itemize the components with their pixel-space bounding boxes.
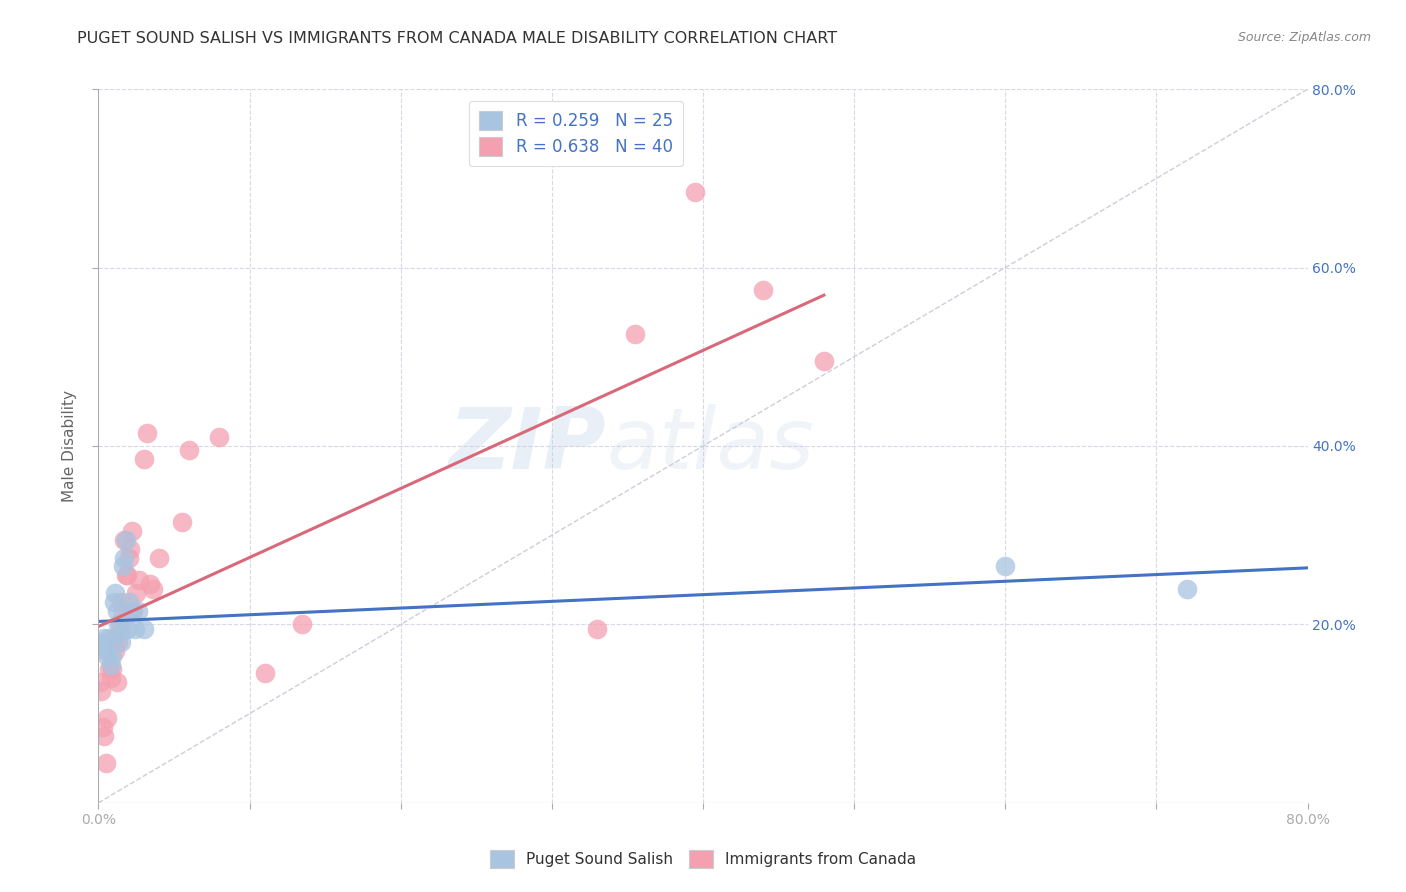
Point [1175, 582, 1198, 596]
Point [135, 425, 157, 440]
Point [107, 635, 129, 649]
Point [813, 354, 835, 368]
Point [115, 568, 138, 582]
Point [120, 541, 142, 556]
Point [91, 720, 114, 734]
Point [107, 617, 129, 632]
Point [89, 675, 111, 690]
Point [128, 573, 150, 587]
Point [132, 452, 155, 467]
Point [127, 604, 149, 618]
Point [110, 635, 132, 649]
Point [104, 586, 127, 600]
Point [104, 644, 127, 658]
Point [291, 617, 314, 632]
Point [111, 604, 134, 618]
Point [96, 711, 118, 725]
Point [624, 327, 647, 342]
Point [253, 666, 276, 681]
Point [93, 729, 115, 743]
Point [685, 185, 707, 199]
Point [121, 604, 143, 618]
Point [110, 595, 132, 609]
Point [98, 662, 121, 676]
Point [121, 524, 143, 538]
Point [100, 671, 122, 685]
Point [108, 626, 131, 640]
Point [148, 550, 170, 565]
Point [118, 595, 141, 609]
Point [105, 604, 128, 618]
Point [114, 533, 136, 547]
Point [994, 559, 1017, 574]
Point [586, 622, 609, 636]
Point [94, 644, 117, 658]
Point [111, 559, 134, 574]
Point [122, 604, 145, 618]
Point [101, 648, 124, 663]
Point [112, 550, 135, 565]
Point [105, 675, 128, 690]
Point [103, 595, 125, 609]
Point [101, 662, 124, 676]
Point [208, 430, 231, 444]
Point [114, 568, 136, 582]
Point [94, 756, 117, 770]
Point [108, 617, 131, 632]
Legend: R = 0.259   N = 25, R = 0.638   N = 40: R = 0.259 N = 25, R = 0.638 N = 40 [470, 101, 683, 166]
Point [125, 586, 148, 600]
Y-axis label: Male Disability: Male Disability [62, 390, 77, 502]
Point [98, 631, 121, 645]
Text: PUGET SOUND SALISH VS IMMIGRANTS FROM CANADA MALE DISABILITY CORRELATION CHART: PUGET SOUND SALISH VS IMMIGRANTS FROM CA… [77, 31, 838, 46]
Legend: Puget Sound Salish, Immigrants from Canada: Puget Sound Salish, Immigrants from Cana… [484, 844, 922, 873]
Point [118, 550, 141, 565]
Point [132, 622, 155, 636]
Point [100, 657, 122, 672]
Point [142, 582, 165, 596]
Point [752, 283, 775, 297]
Text: Source: ZipAtlas.com: Source: ZipAtlas.com [1237, 31, 1371, 45]
Point [124, 622, 146, 636]
Point [103, 631, 125, 645]
Point [89, 635, 111, 649]
Point [115, 622, 138, 636]
Point [93, 631, 115, 645]
Text: ZIP: ZIP [449, 404, 606, 488]
Point [170, 515, 193, 529]
Point [112, 533, 135, 547]
Point [90, 684, 112, 698]
Point [139, 577, 162, 591]
Point [91, 640, 114, 654]
Point [179, 443, 201, 458]
Point [96, 648, 118, 663]
Text: atlas: atlas [606, 404, 814, 488]
